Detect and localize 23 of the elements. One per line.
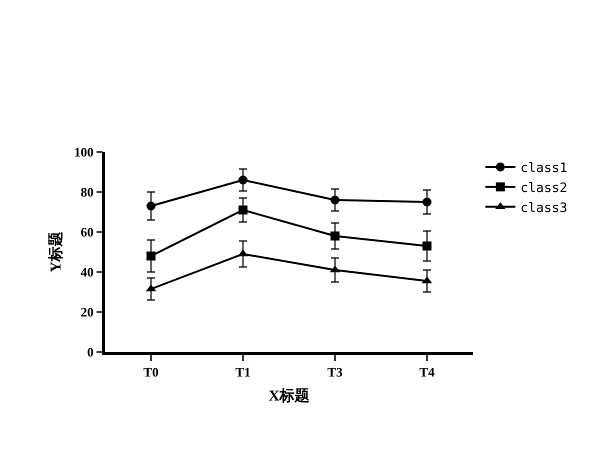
x-axis-title: X标题 xyxy=(268,387,310,404)
y-tick-label: 20 xyxy=(80,304,94,320)
y-tick-label: 60 xyxy=(80,224,94,240)
x-tick-label: T1 xyxy=(235,364,251,380)
legend-label: class1 xyxy=(520,161,568,176)
legend-label: class2 xyxy=(520,180,568,196)
legend-label: class3 xyxy=(520,200,568,216)
y-tick-label: 0 xyxy=(87,344,94,360)
point xyxy=(330,196,340,204)
point xyxy=(330,232,340,240)
point xyxy=(146,252,156,260)
point xyxy=(422,242,432,250)
point xyxy=(238,206,248,214)
y-tick-label: 100 xyxy=(74,144,94,160)
point xyxy=(422,198,432,206)
point xyxy=(238,176,248,184)
x-tick-label: T4 xyxy=(419,364,436,380)
y-tick-label: 40 xyxy=(80,264,94,280)
point xyxy=(146,202,156,210)
x-tick-label: T0 xyxy=(143,364,159,380)
y-axis-title: Y标题 xyxy=(47,232,64,272)
x-tick-label: T3 xyxy=(327,364,344,380)
y-tick-label: 80 xyxy=(80,184,94,200)
